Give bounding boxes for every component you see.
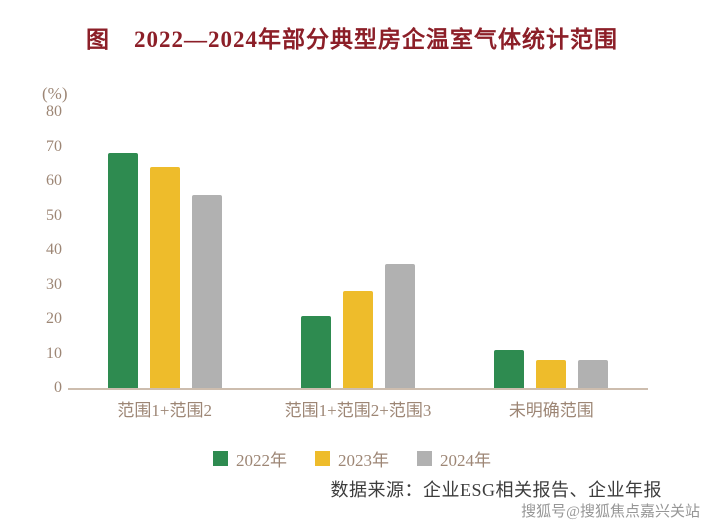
- y-tick-label: 60: [46, 172, 62, 189]
- watermark: 搜狐号@搜狐焦点嘉兴关站: [521, 504, 700, 520]
- y-tick-label: 30: [46, 275, 62, 293]
- legend-label: 2024年: [440, 451, 491, 470]
- y-tick-label: 70: [46, 137, 62, 155]
- bar-group: [261, 112, 454, 388]
- bar: [384, 263, 415, 388]
- bar: [300, 315, 331, 388]
- bar: [536, 360, 567, 388]
- legend: 2022年 2023年 2024年: [0, 446, 704, 471]
- legend-swatch-icon: [315, 451, 330, 466]
- bars-area: [68, 112, 648, 390]
- legend-item: 2023年: [315, 446, 389, 471]
- x-axis-labels: 范围1+范围2 范围1+范围2+范围3 未明确范围: [68, 396, 648, 421]
- y-axis-unit-label: (%): [42, 84, 68, 103]
- bar: [191, 194, 222, 388]
- y-tick-label: 10: [46, 344, 62, 362]
- bar: [149, 167, 180, 388]
- bar-group: [68, 112, 261, 388]
- y-tick-label: 80: [46, 103, 62, 120]
- y-tick-label: 50: [46, 206, 62, 224]
- y-axis-ticks: 0 10 20 30 40 50 60 70 80: [26, 103, 62, 396]
- chart-title: 图 2022—2024年部分典型房企温室气体统计范围: [86, 27, 618, 52]
- x-axis-category-label: 未明确范围: [508, 401, 594, 420]
- bar: [494, 350, 525, 388]
- y-tick-label: 40: [46, 241, 62, 258]
- legend-item: 2022年: [213, 446, 287, 471]
- x-axis-category-label: 范围1+范围2+范围3: [284, 401, 432, 420]
- source-note: 数据来源：企业ESG相关报告、企业年报: [330, 480, 662, 500]
- bar: [342, 291, 373, 388]
- bar: [107, 153, 138, 388]
- y-tick-label: 20: [46, 310, 62, 327]
- bar-group: [455, 112, 648, 388]
- legend-label: 2023年: [338, 451, 389, 470]
- legend-label: 2022年: [236, 451, 287, 470]
- legend-swatch-icon: [213, 451, 228, 466]
- legend-item: 2024年: [417, 446, 491, 471]
- x-axis-category-label: 范围1+范围2: [117, 401, 212, 420]
- y-tick-label: 0: [54, 379, 62, 396]
- legend-swatch-icon: [417, 451, 432, 466]
- bar: [578, 360, 609, 388]
